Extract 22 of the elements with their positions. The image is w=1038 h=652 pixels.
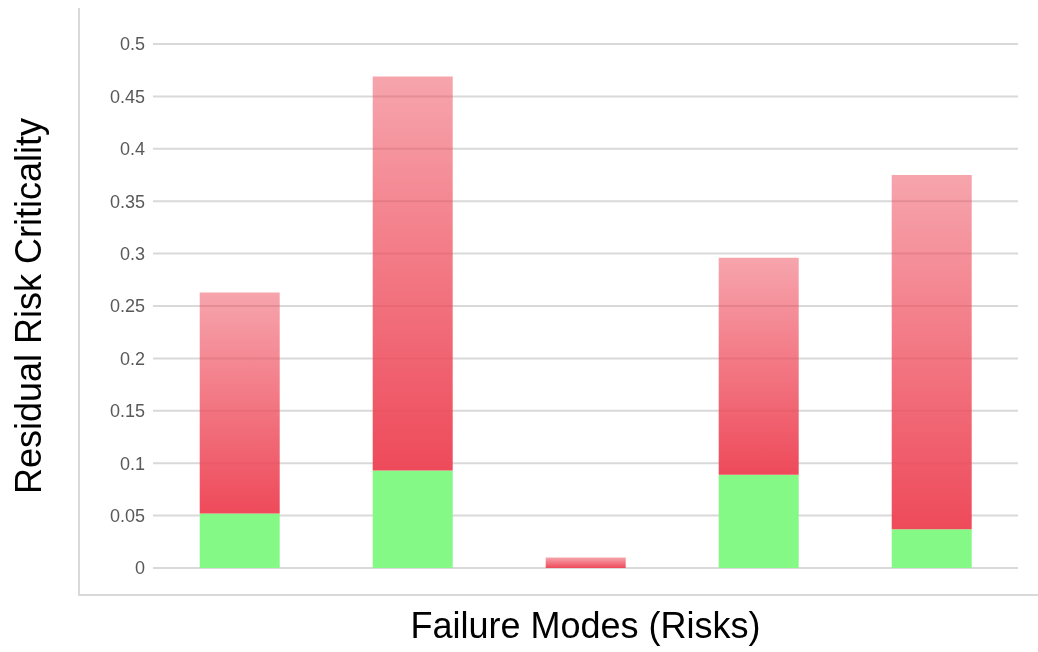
y-tick-label: 0.25 [109,296,145,317]
y-axis-title: Residual Risk Criticality [7,117,49,495]
y-tick-label: 0.4 [119,139,145,160]
bar [199,513,280,568]
y-tick-label: 0.45 [109,86,145,107]
x-axis-title: Failure Modes (Risks) [410,605,761,646]
bar [718,257,799,475]
y-tick-label: 0.2 [119,348,145,369]
bar [199,292,280,514]
bar [372,76,453,471]
bar [891,175,972,530]
y-tick-label: 0.05 [109,505,145,526]
bar [891,529,972,568]
y-tick-label: 0.3 [119,243,145,264]
y-tick-label: 0.15 [109,401,145,422]
bar [545,557,626,568]
bar [718,474,799,568]
bar [372,470,453,568]
y-tick-label: 0 [134,558,145,579]
y-tick-label: 0.35 [109,191,145,212]
y-tick-label: 0.1 [119,453,145,474]
y-tick-label: 0.5 [119,34,145,55]
